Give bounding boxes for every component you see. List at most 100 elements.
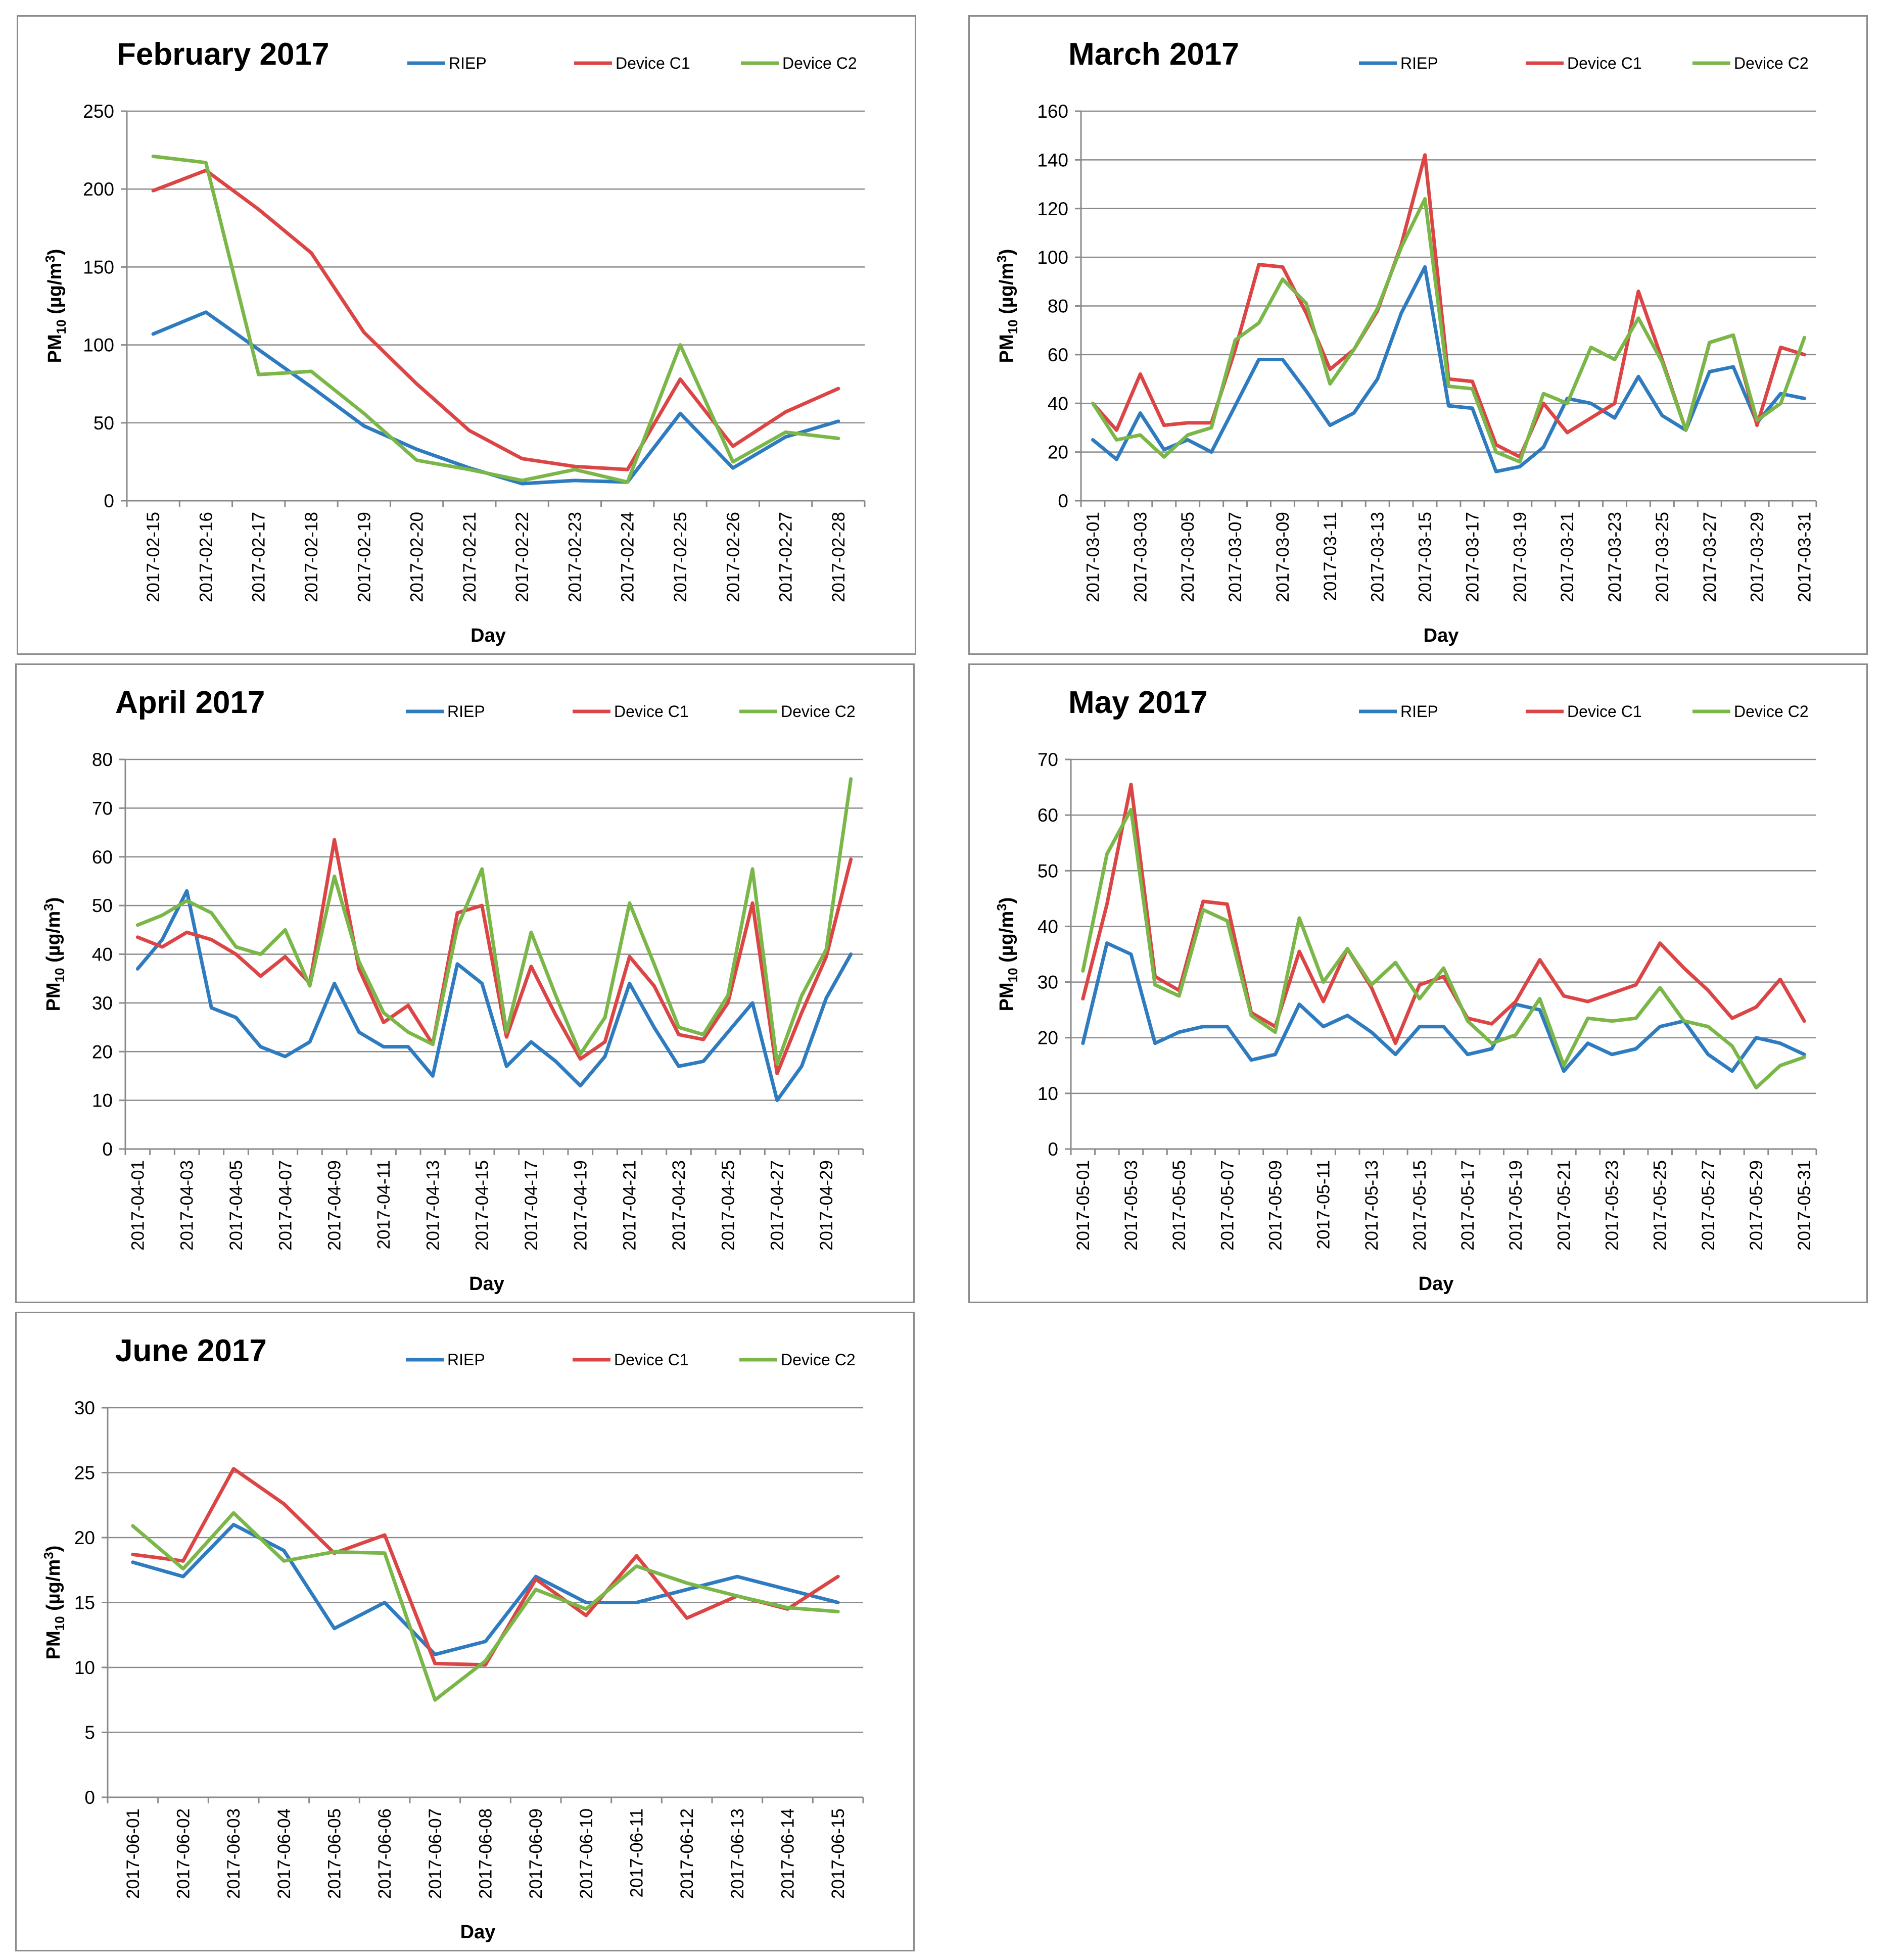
x-tick-label: 2017-05-05 [1169, 1160, 1189, 1251]
x-tick-label: 2017-05-17 [1458, 1160, 1478, 1251]
chart-may: May 2017 RIEP Device C1 Device C2 0 10 20 30 40 5… [994, 685, 1817, 1295]
x-tick-label: 2017-06-04 [274, 1808, 294, 1899]
x-tick-label: 2017-03-15 [1416, 512, 1435, 602]
y-tick-label: 25 [74, 1463, 95, 1484]
y-tick-label: 0 [1048, 1139, 1058, 1160]
y-axis-label: PM10 (µg/m3) [41, 1546, 67, 1660]
x-tick-label: 2017-06-14 [778, 1808, 798, 1899]
series-line-device-c1 [131, 1467, 840, 1667]
y-tick-label: 50 [92, 895, 113, 916]
x-tick-label: 2017-04-03 [177, 1160, 197, 1251]
x-tick-label: 2017-04-05 [226, 1160, 246, 1251]
x-tick-label: 2017-06-05 [325, 1808, 345, 1899]
chart-panel-march: March 2017 RIEP Device C1 Device C2 0 20 40 60 8… [968, 15, 1868, 655]
x-tick-label: 2017-06-10 [577, 1808, 596, 1899]
x-tick-label: 2017-02-15 [144, 512, 163, 602]
legend-label: Device C2 [782, 54, 857, 72]
legend-label: Device C1 [616, 54, 690, 72]
y-tick-label: 10 [1038, 1083, 1058, 1104]
x-tick-label: 2017-04-01 [128, 1160, 148, 1251]
x-tick-label: 2017-03-25 [1653, 512, 1672, 602]
x-tick-label: 2017-06-13 [728, 1808, 747, 1899]
legend-label: Device C1 [614, 702, 689, 721]
y-tick-label: 0 [102, 1139, 113, 1160]
x-tick-label: 2017-06-11 [627, 1808, 647, 1897]
chart-title: March 2017 [1068, 37, 1239, 72]
x-tick-label: 2017-04-29 [817, 1160, 836, 1251]
y-tick-label: 60 [1038, 805, 1058, 826]
x-tick-label: 2017-02-17 [249, 512, 269, 602]
y-tick-label: 100 [1037, 247, 1068, 268]
x-tick-label: 2017-03-11 [1321, 512, 1340, 601]
y-tick-label: 20 [92, 1041, 113, 1062]
legend-label: RIEP [447, 1351, 485, 1369]
chart-march: March 2017 RIEP Device C1 Device C2 0 20 40 60 8… [994, 37, 1817, 646]
y-tick-label: 20 [1038, 1028, 1058, 1048]
series-line-device-c1 [1081, 783, 1806, 1045]
x-tick-label: 2017-05-21 [1554, 1160, 1574, 1251]
y-axis-label: PM10 (µg/m3) [42, 249, 69, 363]
y-tick-label: 50 [1038, 861, 1058, 881]
x-tick-label: 2017-03-19 [1510, 512, 1530, 602]
x-tick-label: 2017-02-16 [196, 512, 216, 602]
x-tick-label: 2017-05-23 [1603, 1160, 1622, 1251]
y-tick-label: 15 [74, 1593, 95, 1613]
x-tick-label: 2017-06-03 [224, 1808, 244, 1899]
x-tick-label: 2017-03-31 [1795, 512, 1815, 602]
x-tick-label: 2017-04-23 [669, 1160, 689, 1251]
y-tick-label: 0 [104, 491, 114, 511]
y-tick-label: 70 [1038, 749, 1058, 770]
y-tick-label: 0 [1058, 491, 1068, 511]
series-line-device-c1 [151, 168, 840, 471]
x-tick-label: 2017-05-07 [1217, 1160, 1237, 1251]
x-tick-label: 2017-06-15 [828, 1808, 848, 1899]
x-tick-label: 2017-05-25 [1651, 1160, 1670, 1251]
x-tick-label: 2017-03-01 [1083, 512, 1103, 602]
x-tick-label: 2017-05-03 [1121, 1160, 1141, 1251]
x-tick-label: 2017-05-29 [1747, 1160, 1766, 1251]
x-tick-label: 2017-04-15 [473, 1160, 492, 1251]
x-tick-label: 2017-06-07 [426, 1808, 445, 1899]
y-tick-label: 20 [1048, 442, 1068, 463]
y-tick-label: 160 [1037, 101, 1068, 122]
x-tick-label: 2017-03-17 [1463, 512, 1482, 602]
legend-label: Device C1 [614, 1351, 689, 1369]
series-line-riep [1081, 941, 1806, 1073]
y-axis-label: PM10 (µg/m3) [994, 897, 1020, 1012]
x-tick-label: 2017-02-24 [618, 512, 638, 602]
x-tick-label: 2017-06-06 [375, 1808, 395, 1899]
y-tick-label: 40 [1048, 393, 1068, 414]
x-tick-label: 2017-06-02 [174, 1808, 194, 1899]
x-tick-label: 2017-04-09 [325, 1160, 345, 1251]
chart-june: June 2017 RIEP Device C1 Device C2 0 5 10 15 20 2… [41, 1333, 864, 1943]
y-tick-label: 80 [92, 749, 113, 770]
legend-label: Device C2 [781, 1351, 856, 1369]
x-tick-label: 2017-05-11 [1314, 1160, 1334, 1249]
legend-label: Device C1 [1567, 54, 1642, 72]
x-tick-label: 2017-05-19 [1506, 1160, 1526, 1251]
chart-panel-june: June 2017 RIEP Device C1 Device C2 0 5 10 15 20 2… [15, 1312, 915, 1951]
chart-title: April 2017 [115, 685, 265, 720]
legend-label: Device C2 [1734, 54, 1809, 72]
x-axis-label: Day [470, 625, 506, 646]
chart-title: May 2017 [1068, 685, 1208, 720]
series-line-device-c1 [135, 838, 853, 1076]
y-tick-label: 30 [1038, 972, 1058, 993]
x-tick-label: 2017-05-31 [1795, 1160, 1814, 1251]
legend-label: RIEP [449, 54, 487, 72]
legend-label: Device C2 [1734, 702, 1809, 721]
x-tick-label: 2017-03-21 [1558, 512, 1577, 602]
y-tick-label: 30 [92, 993, 113, 1014]
series-line-riep [131, 1522, 840, 1656]
x-tick-label: 2017-03-23 [1605, 512, 1625, 602]
y-tick-label: 10 [74, 1657, 95, 1678]
x-tick-label: 2017-06-09 [526, 1808, 546, 1899]
x-tick-label: 2017-03-13 [1368, 512, 1388, 602]
legend-label: Device C1 [1567, 702, 1642, 721]
x-tick-label: 2017-03-29 [1748, 512, 1767, 602]
chart-title: February 2017 [117, 37, 329, 72]
x-tick-label: 2017-03-09 [1273, 512, 1293, 602]
series-line-device-c2 [1081, 807, 1806, 1090]
legend-label: RIEP [447, 702, 485, 721]
y-tick-label: 40 [1038, 916, 1058, 937]
